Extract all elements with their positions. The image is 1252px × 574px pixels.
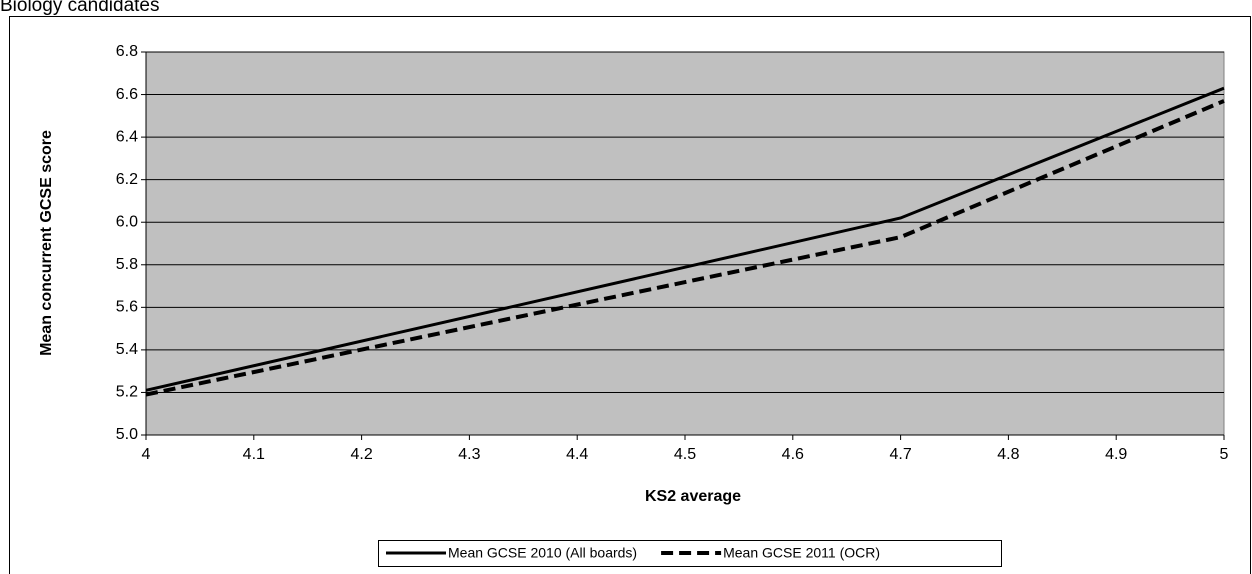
x-tick-label: 4.3 xyxy=(458,446,480,463)
series-line xyxy=(145,86,1225,392)
plot-area xyxy=(145,51,1225,436)
chart-title: Biology candidates xyxy=(0,0,160,16)
y-tick-label: 5.0 xyxy=(116,426,138,443)
x-tick-label: 4 xyxy=(142,446,151,463)
x-tick-label: 4.5 xyxy=(674,446,696,463)
x-tick-label: 4.8 xyxy=(997,446,1019,463)
y-axis-title: Mean concurrent GCSE score xyxy=(38,130,55,356)
y-tick-label: 5.2 xyxy=(116,384,138,401)
x-tick-label: 4.7 xyxy=(889,446,911,463)
legend-label: Mean GCSE 2011 (OCR) xyxy=(723,545,880,561)
y-tick-label: 6.0 xyxy=(116,213,138,230)
y-tick-label: 6.2 xyxy=(116,171,138,188)
y-tick-label: 6.4 xyxy=(116,128,138,145)
y-tick-label: 5.4 xyxy=(116,341,138,358)
chart-border xyxy=(9,16,1251,574)
x-tick-label: 4.4 xyxy=(566,446,588,463)
legend-label: Mean GCSE 2010 (All boards) xyxy=(448,545,637,561)
x-tick-label: 4.9 xyxy=(1105,446,1127,463)
series-line xyxy=(145,99,1225,397)
y-tick-label: 6.6 xyxy=(116,86,138,103)
x-tick-label: 4.2 xyxy=(350,446,372,463)
y-tick-label: 6.8 xyxy=(116,43,138,60)
x-tick-label: 4.1 xyxy=(243,446,265,463)
y-tick-label: 5.8 xyxy=(116,256,138,273)
x-tick-label: 4.6 xyxy=(782,446,804,463)
x-axis-title: KS2 average xyxy=(645,488,741,505)
y-tick-label: 5.6 xyxy=(116,299,138,316)
x-tick-label: 5 xyxy=(1220,446,1229,463)
